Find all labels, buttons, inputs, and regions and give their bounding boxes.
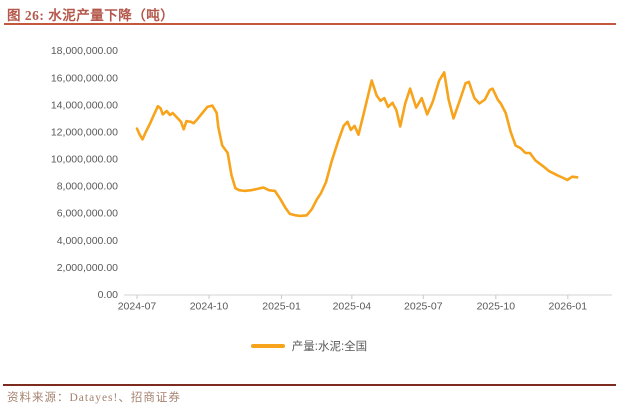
x-tick-label: 2025-07 (404, 301, 443, 313)
x-tick-label: 2024-07 (118, 301, 157, 313)
legend-series-label: 产量:水泥:全国 (291, 341, 368, 353)
y-tick-label: 12,000,000.00 (51, 126, 118, 138)
chart-legend: 产量:水泥:全国 (0, 336, 618, 356)
y-tick-label: 16,000,000.00 (51, 72, 118, 84)
title-underline (4, 23, 616, 25)
y-tick-label: 18,000,000.00 (51, 45, 118, 57)
y-tick-label: 10,000,000.00 (51, 154, 118, 166)
y-tick-label: 0.00 (98, 289, 119, 301)
x-tick-label: 2025-04 (333, 301, 372, 313)
x-tick-label: 2025-10 (477, 301, 516, 313)
y-tick-label: 4,000,000.00 (57, 235, 118, 247)
production-series-line (135, 71, 579, 218)
x-tick-label: 2026-01 (549, 301, 588, 313)
figure-title: 图 26: 水泥产量下降（吨） (7, 8, 175, 23)
footer-divider (3, 384, 616, 386)
line-chart: 18,000,000.00 16,000,000.00 14,000,000.00 1… (51, 45, 612, 313)
x-tick-label: 2024-10 (190, 301, 229, 313)
y-tick-label: 6,000,000.00 (57, 208, 118, 220)
source-note: 资料来源：Datayes!、招商证券 (7, 392, 181, 404)
y-tick-label: 14,000,000.00 (51, 99, 118, 111)
x-tick-label: 2025-01 (262, 301, 301, 313)
y-tick-label: 2,000,000.00 (57, 262, 118, 274)
legend-line-swatch (250, 344, 285, 348)
y-tick-label: 8,000,000.00 (57, 181, 118, 193)
